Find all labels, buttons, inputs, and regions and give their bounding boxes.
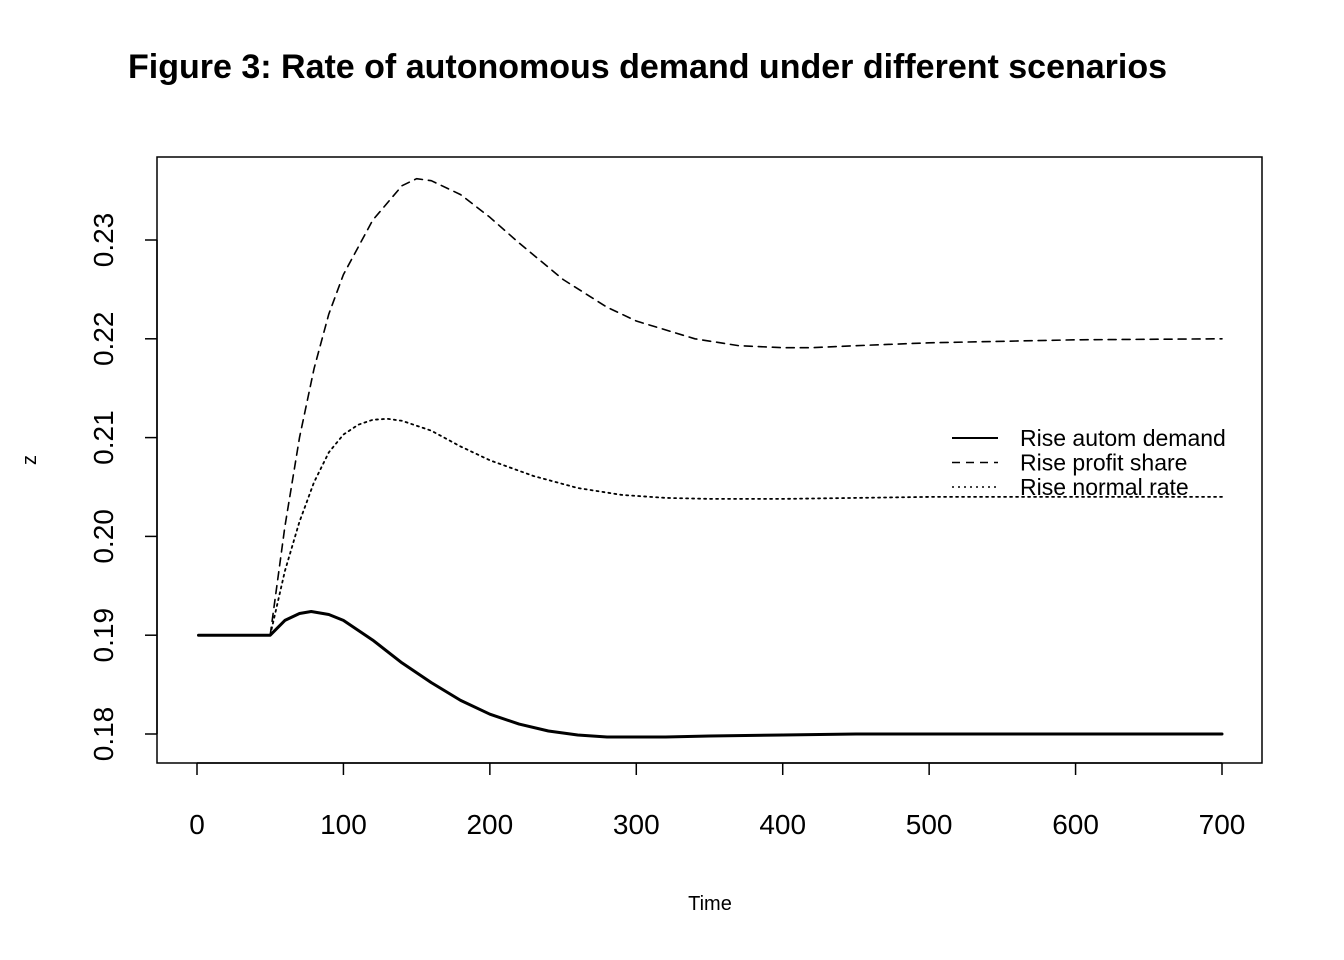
x-tick-label: 300 bbox=[613, 809, 660, 840]
x-tick-label: 700 bbox=[1199, 809, 1246, 840]
series-line-dotted bbox=[269, 417, 1223, 637]
y-axis: 0.18 0.19 0.20 0.21 0.22 0.23 bbox=[88, 213, 158, 762]
y-tick-label: 0.19 bbox=[88, 608, 119, 663]
x-tick-label: 600 bbox=[1052, 809, 1099, 840]
x-tick-label: 200 bbox=[466, 809, 513, 840]
x-tick-label: 400 bbox=[759, 809, 806, 840]
series-line-solid bbox=[197, 610, 1224, 739]
legend-label: Rise normal rate bbox=[1020, 474, 1189, 500]
series-line-dashed bbox=[269, 177, 1223, 637]
y-axis-label: z bbox=[19, 455, 41, 465]
x-tick-label: 100 bbox=[320, 809, 367, 840]
y-tick-label: 0.18 bbox=[88, 707, 119, 762]
y-tick-label: 0.22 bbox=[88, 312, 119, 367]
series-layer bbox=[197, 177, 1224, 739]
x-axis-label: Time bbox=[688, 893, 732, 915]
y-tick-label: 0.23 bbox=[88, 213, 119, 268]
y-tick-label: 0.21 bbox=[88, 410, 119, 465]
x-tick-label: 0 bbox=[189, 809, 205, 840]
y-tick-label: 0.20 bbox=[88, 509, 119, 564]
x-axis: 0 100 200 300 400 500 600 700 bbox=[189, 762, 1246, 840]
x-tick-label: 500 bbox=[906, 809, 953, 840]
legend-label: Rise profit share bbox=[1020, 450, 1187, 476]
legend-label: Rise autom demand bbox=[1020, 425, 1226, 451]
chart-title: Figure 3: Rate of autonomous demand unde… bbox=[128, 48, 1168, 86]
